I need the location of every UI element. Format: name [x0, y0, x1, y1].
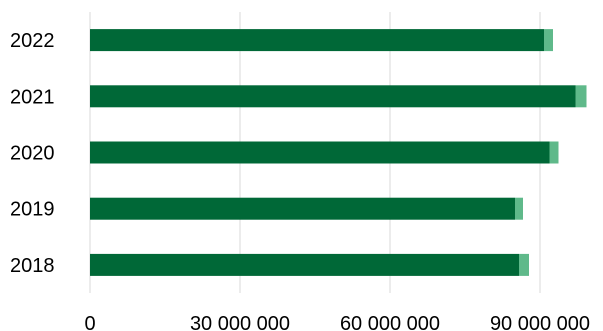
bar-2020-segment-0	[90, 141, 550, 164]
bar-2020-segment-1	[549, 141, 559, 164]
bar-2022-segment-1	[544, 29, 553, 52]
bar-2018-segment-0	[90, 253, 519, 276]
bar-2021-segment-0	[90, 85, 576, 108]
category-labels: 2022 2021 2020 2019 2018	[10, 30, 55, 277]
bar-2022-segment-0	[90, 29, 544, 52]
x-tick-label-3: 90 000 000	[490, 313, 590, 331]
category-label-2018: 2018	[10, 255, 55, 277]
bar-2021-segment-1	[575, 85, 587, 108]
category-label-2021: 2021	[10, 86, 55, 108]
category-label-2022: 2022	[10, 30, 55, 52]
bar-2018-segment-1	[519, 253, 529, 276]
x-tick-labels: 0 30 000 000 60 000 000 90 000 000	[84, 313, 590, 331]
x-tick-label-2: 60 000 000	[340, 313, 440, 331]
category-label-2019: 2019	[10, 199, 55, 221]
x-tick-label-1: 30 000 000	[190, 313, 290, 331]
x-tick-label-0: 0	[84, 313, 95, 331]
category-label-2020: 2020	[10, 143, 55, 165]
bar-2019-segment-1	[515, 197, 523, 220]
bars	[90, 29, 587, 276]
bar-2019-segment-0	[90, 197, 515, 220]
